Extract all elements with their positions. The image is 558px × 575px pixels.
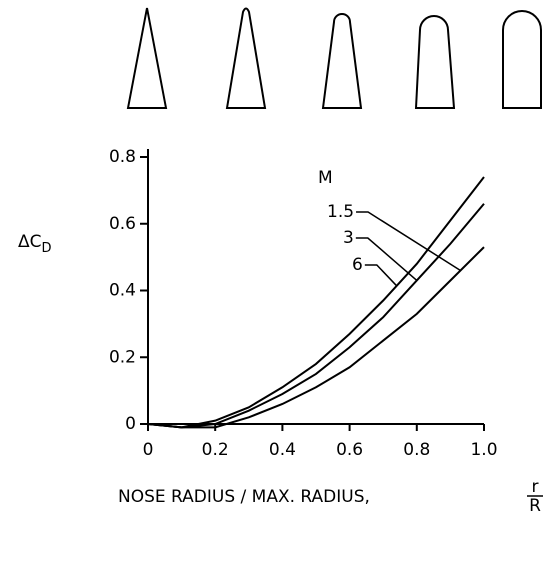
nose-shape (414, 15, 456, 109)
x-tick-label: 0.4 (269, 440, 296, 460)
leader-line (364, 264, 398, 287)
y-label-main: ΔC (18, 232, 42, 252)
leader-line (356, 211, 461, 272)
y-tick-label: 0.8 (109, 147, 136, 167)
series-line (147, 246, 485, 429)
nose-shape (126, 7, 168, 109)
nose-shape (321, 13, 363, 109)
y-axis-label: ΔCD (18, 232, 52, 256)
leader-line (355, 237, 418, 282)
x-tick-label: 0.8 (403, 440, 430, 460)
y-tick-label: 0 (125, 414, 136, 434)
x-tick-label: 0.6 (336, 440, 363, 460)
y-tick-label: 0.4 (109, 281, 136, 301)
x-tick-label: 0 (143, 440, 154, 460)
legend-label: 3 (343, 228, 354, 248)
series-line (147, 176, 485, 429)
x-tick-label: 0.2 (202, 440, 229, 460)
legend-label: 6 (352, 255, 363, 275)
series-line (147, 203, 485, 429)
x-label-denominator: R (529, 496, 541, 516)
y-tick-label: 0.6 (109, 214, 136, 234)
legend-label: 1.5 (327, 202, 354, 222)
nose-shape (502, 10, 542, 109)
x-label-numerator: r (532, 477, 539, 497)
legend-title: M (318, 168, 333, 188)
y-label-sub: D (42, 241, 52, 256)
x-tick-label: 1.0 (470, 440, 497, 460)
x-axis-label: NOSE RADIUS / MAX. RADIUS, (118, 487, 370, 507)
nose-shape (225, 7, 267, 109)
y-tick-label: 0.2 (109, 347, 136, 367)
nose-shapes (126, 7, 542, 109)
